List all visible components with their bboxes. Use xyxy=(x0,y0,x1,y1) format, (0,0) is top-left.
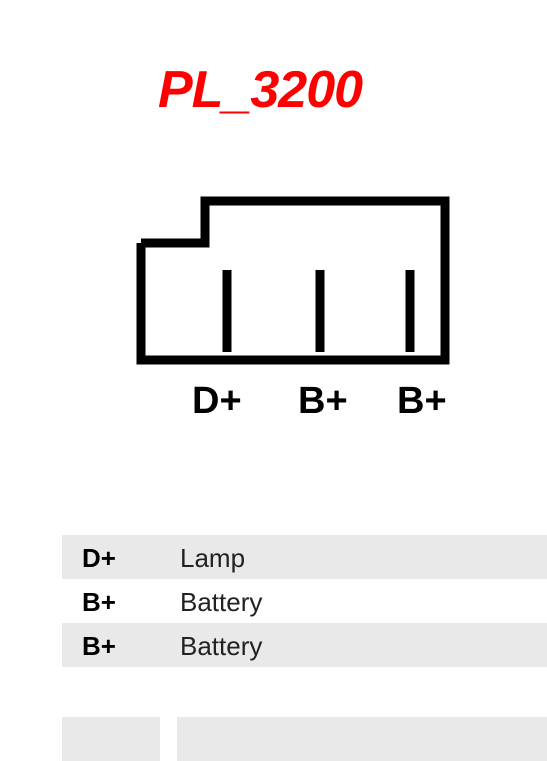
table-code-cell: B+ xyxy=(82,631,116,662)
table-row xyxy=(62,623,547,667)
connector-outline xyxy=(141,201,445,360)
table-desc-cell: Lamp xyxy=(180,543,245,574)
table-empty-row-left xyxy=(62,717,160,761)
table-row xyxy=(62,535,547,579)
connector-diagram xyxy=(0,0,547,500)
pin-label-2: B+ xyxy=(298,380,348,423)
table-desc-cell: Battery xyxy=(180,631,262,662)
table-empty-row-right xyxy=(177,717,547,761)
pin-label-3: B+ xyxy=(397,380,447,423)
table-row xyxy=(62,579,547,623)
table-desc-cell: Battery xyxy=(180,587,262,618)
table-code-cell: D+ xyxy=(82,543,116,574)
pin-label-1: D+ xyxy=(192,380,242,423)
table-code-cell: B+ xyxy=(82,587,116,618)
